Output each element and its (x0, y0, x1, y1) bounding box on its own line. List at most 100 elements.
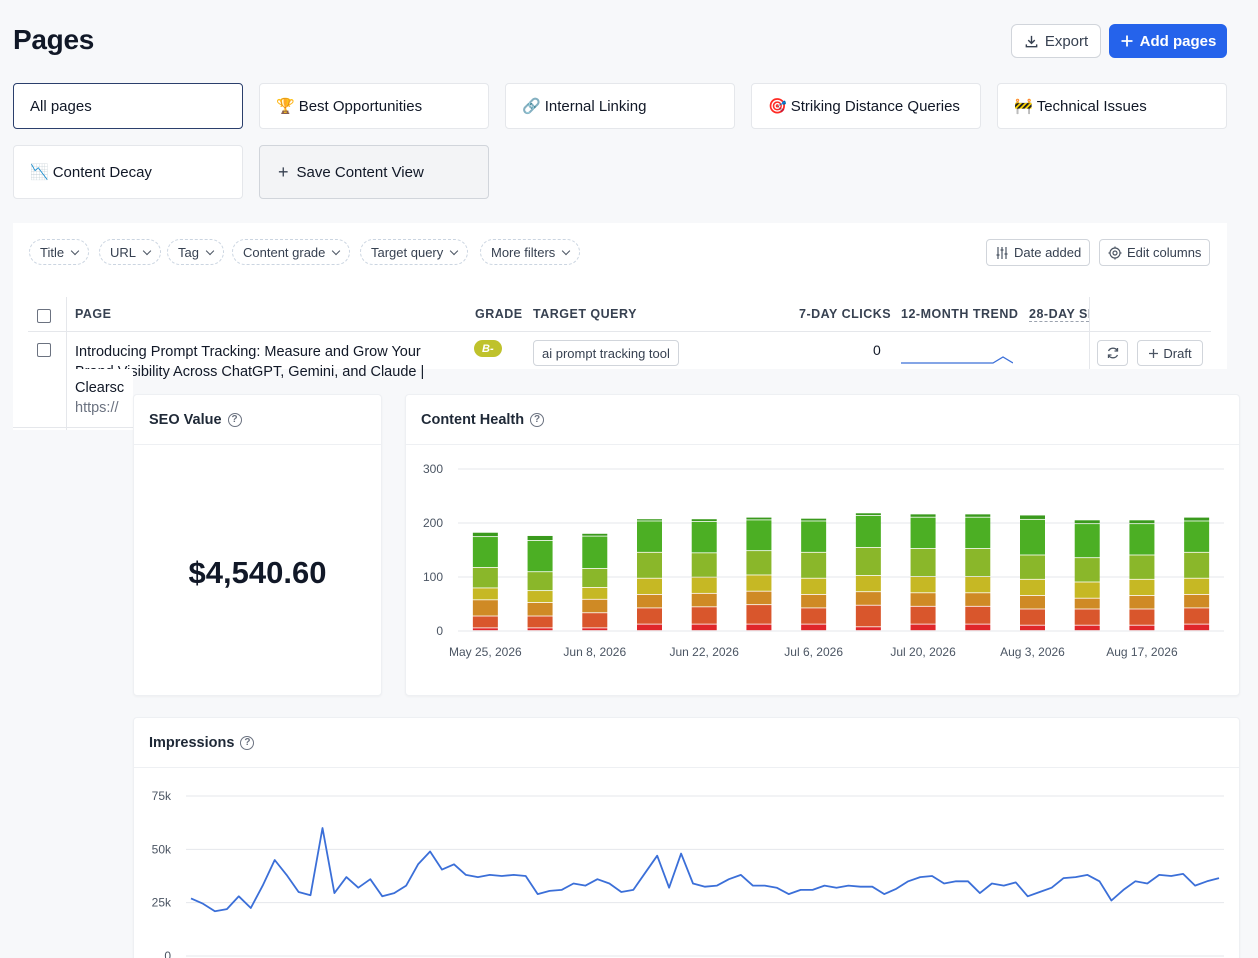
view-label: All pages (30, 97, 92, 115)
bar-segment (910, 624, 936, 631)
bar-segment (527, 535, 553, 541)
target-query-tag[interactable]: ai prompt tracking tool (533, 340, 679, 366)
bar-segment (855, 513, 881, 516)
sliders-icon (996, 246, 1008, 259)
header-sessions[interactable]: 28-DAY SE (1029, 307, 1089, 322)
refresh-icon (1107, 347, 1118, 359)
help-icon[interactable]: ? (530, 412, 545, 427)
bar-segment (637, 578, 662, 595)
bar-segment (1129, 520, 1155, 524)
x-tick-label: Jun 22, 2026 (670, 645, 740, 659)
row-url[interactable]: https:// (75, 400, 119, 416)
bar-segment (855, 575, 881, 592)
impressions-header: Impressions ? (134, 718, 1239, 768)
bar-segment (1129, 555, 1155, 579)
bar-segment (582, 536, 608, 569)
bar-segment (1020, 515, 1045, 519)
filter-target-query[interactable]: Target query (360, 239, 469, 265)
select-all-checkbox[interactable] (37, 309, 51, 323)
header-page[interactable]: PAGE (75, 307, 112, 321)
trend-sparkline (901, 356, 1013, 364)
row-overflow: Clearsc https:// (13, 369, 133, 430)
header-target-query[interactable]: TARGET QUERY (533, 307, 637, 321)
bar-segment (1184, 608, 1210, 624)
chart-decreasing-icon: 📉 (30, 164, 49, 181)
save-content-view-button[interactable]: + Save Content View (259, 145, 489, 199)
view-best-opportunities[interactable]: 🏆 Best Opportunities (259, 83, 489, 129)
filter-title[interactable]: Title (29, 239, 90, 265)
draft-button[interactable]: Draft (1137, 340, 1203, 366)
x-tick-label: May 25, 2026 (449, 645, 522, 659)
header-clicks[interactable]: 7-DAY CLICKS (799, 307, 892, 321)
bar-segment (582, 568, 608, 587)
bar-segment (965, 606, 991, 624)
seo-value-amount: $4,540.60 (188, 555, 327, 590)
view-all-pages[interactable]: All pages (13, 83, 243, 129)
plus-icon (1121, 35, 1133, 47)
bar-segment (472, 616, 498, 628)
help-icon[interactable]: ? (240, 735, 255, 750)
bar-segment (472, 628, 498, 631)
bar-segment (582, 587, 608, 599)
bar-segment (637, 519, 662, 521)
y-tick-label: 0 (436, 624, 443, 638)
card-title: Impressions (149, 734, 235, 751)
bar-segment (855, 627, 881, 631)
bar-segment (746, 551, 772, 575)
filter-label: Title (40, 244, 65, 260)
view-label: Save Content View (296, 163, 424, 181)
y-tick-label: 50k (152, 842, 172, 856)
seo-value-card: SEO Value ? $4,540.60 (133, 394, 382, 696)
y-tick-label: 300 (423, 462, 443, 476)
filter-content-grade[interactable]: Content grade (232, 239, 351, 265)
filter-url[interactable]: URL (99, 239, 162, 265)
bar-segment (1074, 582, 1100, 598)
view-content-decay[interactable]: 📉 Content Decay (13, 145, 243, 199)
bar-segment (691, 624, 717, 631)
page-title: Pages (13, 24, 94, 55)
add-pages-button[interactable]: Add pages (1109, 24, 1227, 58)
bar-segment (691, 607, 717, 624)
bar-segment (1129, 609, 1155, 625)
bar-segment (472, 588, 498, 600)
bar-segment (801, 624, 827, 631)
bar-segment (965, 548, 991, 577)
bar-segment (746, 605, 772, 624)
header-grade[interactable]: GRADE (475, 307, 523, 321)
bar-segment (801, 552, 827, 578)
clicks-value: 0 (873, 342, 881, 358)
bar-segment (965, 593, 991, 606)
edit-columns-label: Edit columns (1127, 245, 1202, 260)
bar-segment (910, 606, 936, 624)
bar-segment (746, 624, 772, 631)
bar-segment (637, 624, 662, 631)
download-icon (1025, 35, 1038, 47)
bar-segment (472, 567, 498, 588)
bar-segment (910, 514, 936, 517)
bar-segment (801, 594, 827, 608)
edit-columns-button[interactable]: Edit columns (1099, 239, 1211, 266)
bar-segment (637, 521, 662, 552)
filter-more[interactable]: More filters (480, 239, 581, 265)
chevron-down-icon (70, 246, 80, 255)
header-trend[interactable]: 12-MONTH TREND (901, 307, 1019, 321)
view-label: Striking Distance Queries (790, 97, 960, 115)
view-internal-linking[interactable]: 🔗 Internal Linking (505, 83, 735, 129)
bar-segment (582, 613, 608, 628)
bar-segment (801, 518, 827, 521)
bar-segment (965, 577, 991, 593)
date-added-button[interactable]: Date added (986, 239, 1091, 266)
export-button[interactable]: Export (1011, 24, 1101, 58)
view-striking-distance[interactable]: 🎯 Striking Distance Queries (751, 83, 981, 129)
help-icon[interactable]: ? (227, 412, 242, 427)
bar-segment (472, 600, 498, 616)
row-page-title[interactable]: Introducing Prompt Tracking: Measure and… (75, 342, 445, 382)
filter-tag[interactable]: Tag (167, 239, 224, 265)
bar-segment (691, 519, 717, 522)
refresh-button[interactable] (1097, 340, 1128, 366)
row-checkbox[interactable] (37, 343, 51, 357)
bar-segment (1184, 624, 1210, 631)
target-icon: 🎯 (768, 98, 787, 115)
content-health-header: Content Health ? (406, 395, 1239, 445)
view-technical-issues[interactable]: 🚧 Technical Issues (997, 83, 1227, 129)
